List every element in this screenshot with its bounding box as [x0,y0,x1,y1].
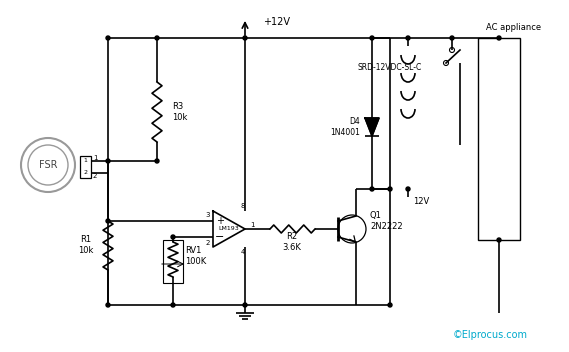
Text: +: + [216,216,224,226]
Text: FSR: FSR [39,160,57,170]
Circle shape [106,303,110,307]
Text: 8: 8 [241,203,245,209]
Text: AC appliance: AC appliance [486,24,542,32]
Text: 3: 3 [205,212,210,218]
Bar [163,240,183,283]
Text: +12V: +12V [263,17,290,27]
Circle shape [243,36,247,40]
Bar [478,38,520,240]
Text: ©Elprocus.com: ©Elprocus.com [452,330,527,340]
Circle shape [406,187,410,191]
Text: LM193: LM193 [218,226,240,232]
Circle shape [497,36,501,40]
Circle shape [106,159,110,163]
Circle shape [243,303,247,307]
Circle shape [370,187,374,191]
Text: 2: 2 [93,173,97,179]
Text: 2: 2 [205,240,210,246]
Text: 1: 1 [84,158,88,163]
Polygon shape [365,118,379,136]
Text: −: − [215,232,225,242]
Circle shape [155,36,159,40]
Circle shape [450,36,454,40]
Circle shape [171,235,175,239]
Circle shape [388,187,392,191]
Circle shape [155,159,159,163]
Text: R3
10k: R3 10k [172,102,187,122]
Text: R1
10k: R1 10k [79,235,94,255]
Text: 4: 4 [241,249,245,255]
Text: 1: 1 [250,222,254,228]
Circle shape [497,238,501,242]
Text: RV1
100K: RV1 100K [185,246,206,266]
Text: 12V: 12V [413,196,429,206]
Text: D4
1N4001: D4 1N4001 [330,117,360,137]
Text: 2: 2 [84,170,88,176]
Text: 1: 1 [93,155,97,161]
Text: Q1
2N2222: Q1 2N2222 [370,211,403,231]
Bar [80,156,91,178]
Circle shape [171,303,175,307]
Polygon shape [213,211,245,247]
Text: SRD-12VDC-SL-C: SRD-12VDC-SL-C [358,63,422,73]
Circle shape [106,219,110,223]
Text: R2
3.6K: R2 3.6K [283,232,302,252]
Circle shape [370,36,374,40]
Circle shape [106,36,110,40]
Circle shape [406,36,410,40]
Circle shape [388,303,392,307]
